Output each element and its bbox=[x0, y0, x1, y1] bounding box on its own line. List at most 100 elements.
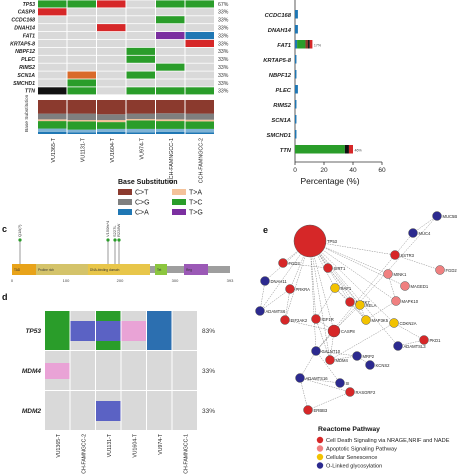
network-edge bbox=[259, 288, 291, 312]
oncoprint-cell bbox=[156, 16, 185, 24]
legend-label: C>G bbox=[135, 200, 150, 207]
bar-chart-x-tick-label: 40 bbox=[349, 167, 357, 174]
oncoprint-cell bbox=[185, 47, 214, 55]
legend-swatch bbox=[172, 209, 186, 215]
oncoprint-cell bbox=[97, 0, 126, 8]
network-legend-swatch bbox=[316, 445, 324, 452]
oncoprint-percent: 33% bbox=[218, 18, 229, 24]
network-node-label: FGD2 bbox=[446, 268, 458, 273]
network-node bbox=[280, 315, 290, 325]
bar-chart-category-label: CCDC168 bbox=[265, 13, 292, 19]
mutation-marker bbox=[106, 238, 110, 242]
bar-chart-category-label: NBPF12 bbox=[269, 73, 292, 79]
oncoprint-percent: 33% bbox=[218, 41, 229, 47]
oncoprint-cell bbox=[185, 8, 214, 16]
oncoprint-cell bbox=[185, 32, 214, 40]
legend-label: T>G bbox=[189, 210, 203, 217]
oncoprint-cell bbox=[156, 71, 185, 79]
base-substitution-segment bbox=[185, 132, 214, 134]
network-edge bbox=[309, 240, 317, 352]
oncoprint-sample-label: CCH-FAMNGCC-1 bbox=[169, 138, 175, 183]
base-substitution-segment bbox=[97, 131, 126, 134]
oncoprint-cell bbox=[38, 79, 67, 87]
network-node bbox=[293, 224, 327, 258]
network-node bbox=[311, 314, 321, 324]
base-substitution-segment bbox=[38, 128, 67, 132]
oncoprint-gene-label: DNAH14 bbox=[14, 26, 35, 32]
base-substitution-segment bbox=[185, 128, 214, 133]
base-substitution-segment bbox=[97, 120, 126, 123]
oncoprint-cell bbox=[147, 391, 172, 430]
bar bbox=[295, 85, 298, 94]
network-edge bbox=[307, 391, 351, 411]
network-node bbox=[260, 276, 270, 286]
oncoprint-cell bbox=[38, 63, 67, 71]
bar-segment bbox=[295, 145, 345, 154]
oncoprint-cell bbox=[156, 32, 185, 40]
legend-title: Base Substitution bbox=[118, 179, 178, 186]
protein-domain-label: DNA-binding domain bbox=[90, 268, 120, 272]
oncoprint-cell bbox=[97, 63, 126, 71]
oncoprint-cell bbox=[38, 0, 67, 8]
base-substitution-segment bbox=[38, 121, 67, 129]
network-node-label: ADAMTS16 bbox=[306, 376, 329, 381]
protein-domain bbox=[36, 264, 88, 275]
protein-domain bbox=[155, 264, 167, 275]
network-node bbox=[345, 387, 355, 397]
oncoprint-sample-label: CCH-FAMNGCC-2 bbox=[81, 434, 87, 474]
oncoprint-cell bbox=[67, 87, 96, 95]
protein-domain-label: Reg bbox=[186, 268, 192, 272]
network-edge bbox=[282, 262, 329, 269]
bar bbox=[295, 70, 297, 79]
network-legend-swatch bbox=[316, 462, 324, 469]
network-node bbox=[435, 265, 445, 275]
network-node-label: MAGED1 bbox=[411, 284, 429, 289]
base-substitution-segment bbox=[67, 129, 96, 133]
network-node bbox=[278, 258, 288, 268]
network-node bbox=[327, 324, 341, 338]
oncoprint-cell bbox=[147, 351, 172, 390]
oncoprint-cell bbox=[70, 391, 95, 430]
oncoprint-percent: 33% bbox=[218, 81, 229, 87]
oncoprint-cell bbox=[156, 8, 185, 16]
mutation-label: R228W bbox=[116, 223, 121, 237]
network-edge bbox=[315, 287, 336, 320]
protein-position-tick: 0 bbox=[11, 278, 14, 283]
bar-chart-category-label: RIMS2 bbox=[273, 103, 291, 109]
network-node-label: MDM4 bbox=[336, 358, 349, 363]
mutation-marker bbox=[113, 238, 117, 242]
network-node-label: RELA bbox=[366, 303, 377, 308]
network-edge bbox=[327, 267, 361, 306]
base-substitution-segment bbox=[97, 128, 126, 132]
mutation-label: S227L bbox=[112, 225, 117, 237]
network-edges bbox=[259, 215, 441, 411]
base-substitution-segment bbox=[67, 121, 96, 130]
legend-label: C>T bbox=[135, 190, 149, 197]
network-node bbox=[303, 405, 313, 415]
oncoprint-cell bbox=[126, 24, 155, 32]
bar-chart-x-tick-label: 60 bbox=[378, 167, 386, 174]
oncoprint-sample-label: VU1131-T bbox=[80, 137, 86, 162]
base-substitution-segment bbox=[185, 100, 214, 114]
network-edge bbox=[397, 339, 425, 347]
oncoprint-gene-label: FAT1 bbox=[23, 33, 35, 39]
oncoprint-cell bbox=[156, 39, 185, 47]
oncoprint-cell bbox=[156, 79, 185, 87]
oncoprint-cell bbox=[67, 47, 96, 55]
oncoprint-cell bbox=[38, 16, 67, 24]
base-substitution-segment bbox=[67, 113, 96, 121]
network-node-label: MAP3K5 bbox=[372, 318, 389, 323]
oncoprint-percent: 33% bbox=[218, 33, 229, 39]
base-substitution-segment bbox=[126, 119, 155, 121]
bar-chart-x-tick-label: 0 bbox=[293, 167, 297, 174]
network-node bbox=[393, 341, 403, 351]
base-substitution-segment bbox=[156, 131, 185, 134]
bar-chart-category-label: FAT1 bbox=[277, 43, 291, 49]
oncoprint-sample-label: VU974-T bbox=[139, 137, 145, 159]
network-node bbox=[355, 300, 365, 310]
oncoprint-cell bbox=[97, 32, 126, 40]
network-node bbox=[419, 335, 429, 345]
bar bbox=[295, 55, 297, 64]
base-substitution-segment bbox=[185, 113, 214, 120]
oncoprint-gene-label: CCDC168 bbox=[11, 18, 35, 24]
